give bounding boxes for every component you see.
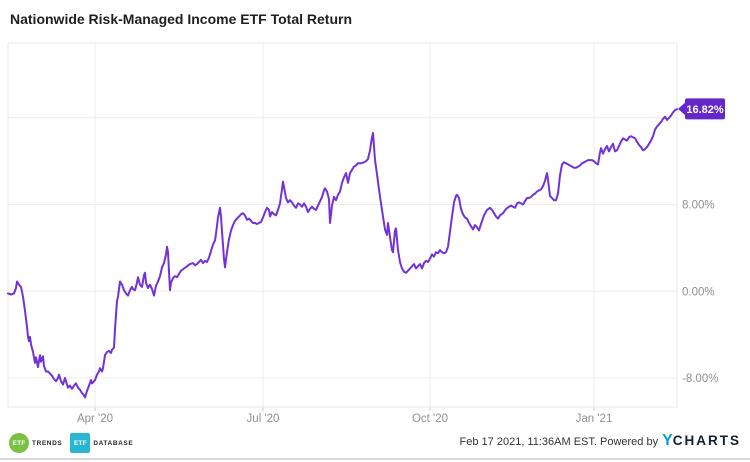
timestamp-text: Feb 17 2021, 11:36AM EST. Powered by (459, 436, 659, 448)
badge-pointer (678, 101, 687, 117)
x-axis-label: Jul '20 (247, 413, 280, 425)
bottom-edge-bar (0, 458, 750, 460)
footer: ETF TRENDS ETF DATABASE Feb 17 2021, 11:… (0, 430, 750, 456)
badge-label: 16.82% (686, 104, 724, 116)
etf-trends-logo[interactable]: ETF TRENDS (9, 433, 62, 453)
ycharts-logo[interactable]: Y CHARTS (662, 432, 741, 450)
ycharts-logo-charts: CHARTS (672, 433, 741, 448)
x-axis-label: Apr '20 (77, 413, 113, 425)
plot-border (7, 42, 678, 408)
y-axis-label: -8.00% (682, 373, 718, 385)
source-logos: ETF TRENDS ETF DATABASE (9, 433, 137, 453)
badge-rect (685, 98, 725, 120)
powered-by: Feb 17 2021, 11:36AM EST. Powered by Y C… (460, 432, 741, 450)
y-axis-label: 8.00% (682, 200, 715, 212)
series-line[interactable] (7, 108, 678, 399)
ycharts-logo-y: Y (662, 432, 673, 449)
y-axis-label: 0.00% (682, 286, 715, 298)
chart-title: Nationwide Risk-Managed Income ETF Total… (10, 11, 352, 27)
etf-trends-label: TRENDS (32, 439, 63, 447)
etf-database-icon: ETF (70, 433, 91, 453)
etf-database-label: DATABASE (93, 439, 134, 447)
etf-database-logo[interactable]: ETF DATABASE (70, 433, 133, 453)
etf-trends-icon: ETF (9, 433, 29, 453)
x-axis-label: Oct '20 (412, 413, 448, 425)
x-axis-label: Jan '21 (576, 413, 613, 425)
